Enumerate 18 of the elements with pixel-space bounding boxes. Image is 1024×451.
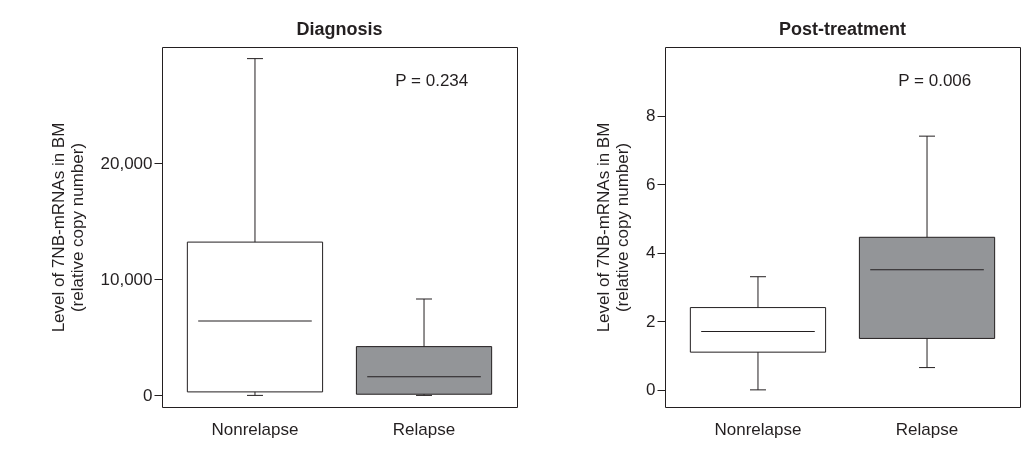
y-tick-label: 8	[646, 106, 656, 126]
y-tick-label: 2	[646, 311, 656, 331]
y-tick-label: 4	[646, 243, 656, 263]
y-tick-label: 20,000	[100, 153, 153, 173]
annotation: P = 0.006	[898, 71, 972, 90]
y-axis-title: Level of 7NB-mRNAs in BM (relative copy number)	[594, 122, 633, 333]
y-tick-label: 0	[646, 380, 656, 400]
y-axis-title: Level of 7NB-mRNAs in BM (relative copy number)	[48, 122, 87, 333]
annotation: P = 0.234	[395, 71, 469, 90]
x-tick-label: Relapse	[895, 419, 959, 439]
x-tick-label: Relapse	[392, 419, 456, 439]
y-tick-label: 6	[646, 174, 656, 194]
y-tick-label: 10,000	[100, 269, 153, 289]
chart-title: Diagnosis	[296, 19, 383, 39]
x-tick-label: Nonrelapse	[211, 419, 299, 439]
chart-title: Post-treatment	[778, 19, 907, 39]
x-tick-label: Nonrelapse	[714, 419, 802, 439]
y-tick-label: 0	[143, 385, 153, 405]
